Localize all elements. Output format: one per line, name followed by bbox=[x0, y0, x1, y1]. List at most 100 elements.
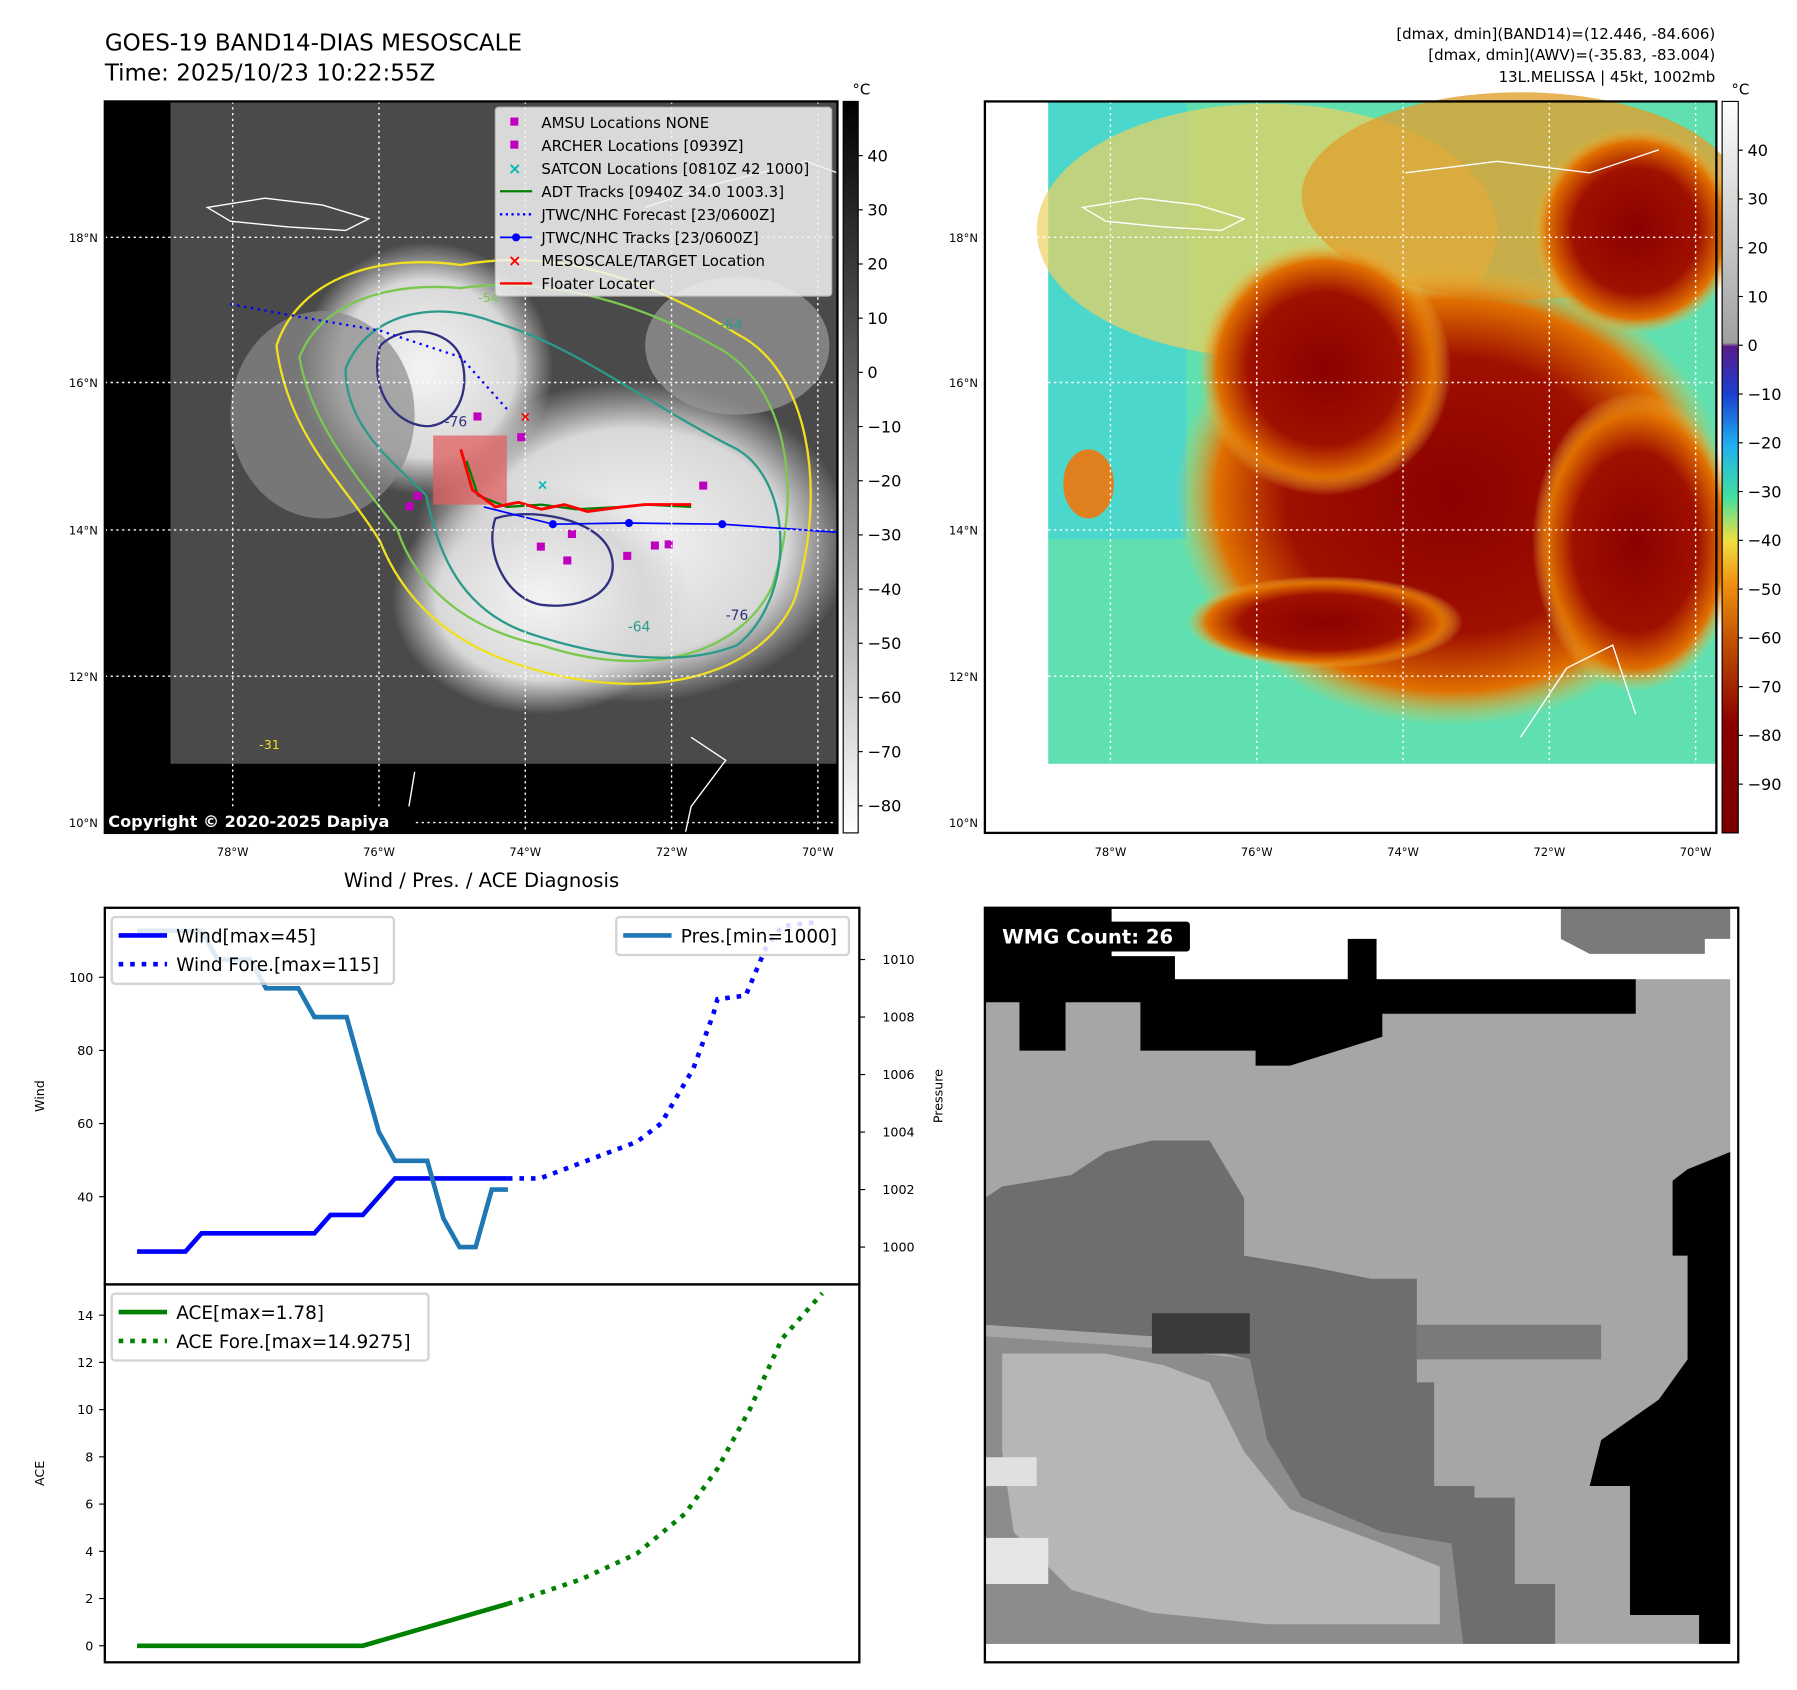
colorbar-tick-label: −10 bbox=[1747, 385, 1781, 404]
colorbar-right: °C 40 30 20 10 0 −10 −20 −30 −40 −50 −60 −70 −80 −90 bbox=[1721, 81, 1781, 834]
coastline bbox=[1080, 149, 1659, 738]
copyright-text: Copyright © 2020-2025 Dapiya bbox=[108, 812, 389, 831]
lat-tick-label: 10°N bbox=[69, 816, 98, 830]
cold-cloud-top bbox=[1063, 449, 1114, 519]
lon-tick-label: 74°W bbox=[1387, 845, 1419, 859]
cloud-mass bbox=[391, 483, 692, 715]
colorbar-unit: °C bbox=[852, 81, 870, 99]
map-frame bbox=[983, 100, 1718, 835]
y2-tick-label: 1002 bbox=[882, 1182, 914, 1197]
awv-color-map: 78°W 76°W 74°W 72°W 70°W 18°N 16°N 14°N 12°N 10°N bbox=[949, 92, 1740, 859]
lat-tick-label: 18°N bbox=[69, 231, 98, 245]
ace-chart: 0 2 4 6 8 10 12 14 ACE ACE[max=1.78] ACE Fore.[max… bbox=[32, 1283, 861, 1664]
colorbar-tick-label: −20 bbox=[867, 471, 901, 490]
plot-frame bbox=[103, 1283, 861, 1664]
graticule: 78°W 76°W 74°W 72°W 70°W 18°N 16°N 14°N 12°N 10°N bbox=[949, 101, 1717, 859]
colorbar-gradient bbox=[1721, 100, 1739, 834]
legend-label: Wind Fore.[max=115] bbox=[176, 955, 379, 976]
chart-legend: Wind[max=45] Wind Fore.[max=115] bbox=[110, 915, 396, 985]
colorbar-tick-label: 20 bbox=[1747, 238, 1768, 257]
legend-label: Floater Locater bbox=[541, 275, 655, 293]
legend-item: JTWC/NHC Tracks [23/0600Z] bbox=[499, 229, 759, 247]
jtwc-track-point bbox=[624, 519, 633, 528]
colorbar-tick-label: −80 bbox=[1747, 726, 1781, 745]
contour-green bbox=[298, 283, 789, 663]
lon-tick-label: 78°W bbox=[217, 845, 249, 859]
contour-label: -54 bbox=[478, 290, 499, 305]
x-marker-icon: × bbox=[508, 251, 521, 270]
y-tick-label: 12 bbox=[77, 1355, 93, 1370]
legend-box bbox=[110, 915, 396, 985]
y-tick-label: 6 bbox=[85, 1497, 93, 1512]
wmg-grid-image: WMG Count: 26 bbox=[983, 906, 1740, 1664]
wmg-region bbox=[984, 1140, 1556, 1644]
storm-info: 13L.MELISSA | 45kt, 1002mb bbox=[1499, 68, 1716, 86]
colorbar-tick-label: −10 bbox=[867, 417, 901, 436]
colorbar-tick-label: −30 bbox=[867, 526, 901, 545]
lon-tick-label: 78°W bbox=[1095, 845, 1127, 859]
contour-navy bbox=[375, 330, 614, 607]
lat-tick-label: 16°N bbox=[69, 376, 98, 390]
y-axis-label: ACE bbox=[32, 1461, 47, 1486]
figure-time: Time: 2025/10/23 10:22:55Z bbox=[104, 61, 436, 87]
y-tick-label: 2 bbox=[85, 1591, 93, 1606]
lat-tick-label: 10°N bbox=[949, 816, 978, 830]
y-tick-label: 100 bbox=[69, 970, 93, 985]
y2-tick-label: 1004 bbox=[882, 1125, 914, 1140]
contour-label: -31 bbox=[259, 737, 280, 752]
wmg-region bbox=[1151, 1313, 1250, 1354]
cloud-mass bbox=[645, 276, 830, 415]
legend-item: AMSU Locations NONE bbox=[510, 114, 709, 132]
legend-label: ARCHER Locations [0939Z] bbox=[541, 137, 743, 155]
map-frame bbox=[103, 100, 839, 835]
colorbar-tick-label: −70 bbox=[1747, 677, 1781, 696]
y2-tick-label: 1008 bbox=[882, 1010, 914, 1025]
lon-tick-label: 72°W bbox=[656, 845, 688, 859]
square-marker-icon bbox=[510, 117, 519, 126]
y-tick-label: 14 bbox=[77, 1308, 93, 1323]
lon-tick-label: 76°W bbox=[1241, 845, 1273, 859]
legend-label: MESOSCALE/TARGET Location bbox=[541, 252, 765, 270]
colorbar-tick-label: 10 bbox=[867, 309, 888, 328]
colorbar-left: °C 40 30 20 10 0 −10 −20 −30 −40 −50 −60 −70 −80 bbox=[842, 81, 901, 834]
cold-cloud-top bbox=[1198, 241, 1452, 496]
map-legend: AMSU Locations NONE ARCHER Locations [093… bbox=[494, 106, 833, 297]
contour-teal bbox=[344, 310, 782, 659]
colorbar-tick-label: −80 bbox=[867, 797, 901, 816]
ir-grayscale-map: × × -76 -64 -64 -76 -31 -54 78°W 76°W 74°W… bbox=[69, 100, 853, 859]
jtwc-track-point bbox=[548, 520, 557, 529]
coastline-jamaica bbox=[205, 197, 371, 232]
legend-label: AMSU Locations NONE bbox=[541, 114, 709, 132]
colorbar-tick-label: 40 bbox=[1747, 141, 1768, 160]
legend-box bbox=[110, 1292, 430, 1362]
colorbar-tick-label: 20 bbox=[867, 255, 888, 274]
contour-label: -64 bbox=[628, 619, 651, 635]
figure-title: GOES-19 BAND14-DIAS MESOSCALE bbox=[105, 31, 522, 57]
contour-label: -64 bbox=[720, 318, 743, 334]
colorbar-unit: °C bbox=[1731, 81, 1749, 99]
colorbar-tick-label: −40 bbox=[867, 580, 901, 599]
lat-tick-label: 14°N bbox=[949, 524, 978, 538]
y2-tick-label: 1010 bbox=[882, 952, 914, 967]
lat-tick-label: 12°N bbox=[69, 670, 98, 684]
jtwc-forecast-track bbox=[230, 303, 508, 410]
y-tick-label: 60 bbox=[77, 1116, 93, 1131]
wmg-count-box bbox=[995, 921, 1190, 952]
y-tick-label: 4 bbox=[85, 1544, 93, 1559]
y-tick-label: 8 bbox=[85, 1449, 93, 1464]
y-tick-label: 80 bbox=[77, 1043, 93, 1058]
lon-tick-label: 70°W bbox=[802, 845, 834, 859]
colorbar-tick-label: −20 bbox=[1747, 434, 1781, 453]
colorbar-tick-label: −40 bbox=[1747, 531, 1781, 550]
contour-label: -76 bbox=[726, 608, 749, 624]
contour-yellow bbox=[275, 258, 812, 685]
jtwc-track-point bbox=[718, 520, 727, 529]
legend-box bbox=[615, 915, 851, 957]
dot-marker-icon bbox=[512, 233, 521, 242]
lon-tick-label: 72°W bbox=[1533, 845, 1565, 859]
legend-label: JTWC/NHC Forecast [23/0600Z] bbox=[540, 206, 775, 224]
legend-label: SATCON Locations [0810Z 42 1000] bbox=[541, 160, 809, 178]
archer-locations bbox=[405, 412, 708, 565]
wmg-region bbox=[1560, 907, 1731, 954]
colorbar-tick-label: −50 bbox=[1747, 580, 1781, 599]
